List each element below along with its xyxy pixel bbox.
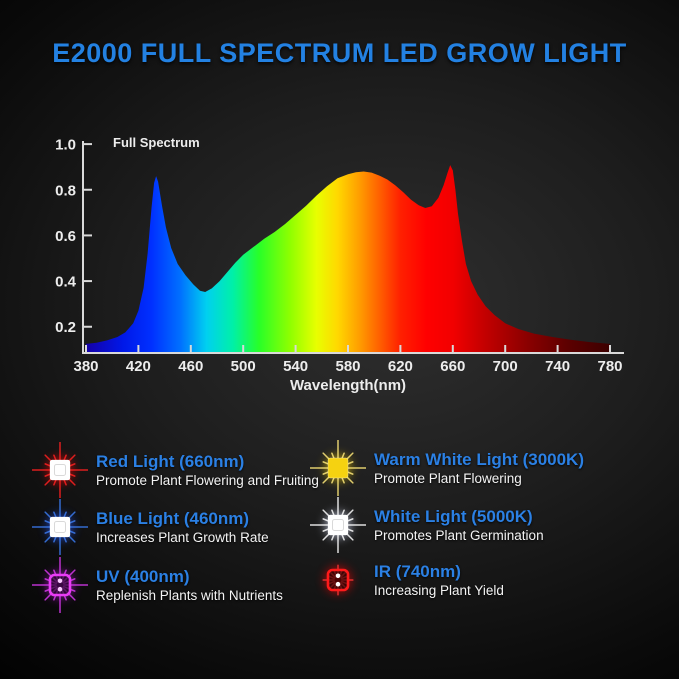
red-led-icon bbox=[31, 441, 89, 499]
legend-item-title: UV (400nm) bbox=[96, 567, 190, 586]
legend-item-red-light: Red Light (660nm) Promote Plant Flowerin… bbox=[31, 441, 319, 499]
legend-item-ir: IR (740nm) Increasing Plant Yield bbox=[310, 552, 504, 608]
legend-item-blue-light: Blue Light (460nm) Increases Plant Growt… bbox=[31, 498, 269, 556]
legend-item-description: Promotes Plant Germination bbox=[374, 528, 544, 543]
legend-item-title: White Light (5000K) bbox=[374, 507, 533, 526]
legend-item-warm-white-light: Warm White Light (3000K) Promote Plant F… bbox=[309, 439, 584, 497]
legend-item-description: Promote Plant Flowering bbox=[374, 471, 522, 486]
legend-item-description: Increases Plant Growth Rate bbox=[96, 530, 269, 545]
legend-item-white-light: White Light (5000K) Promotes Plant Germi… bbox=[309, 496, 544, 554]
uv-led-icon bbox=[31, 556, 89, 614]
white-led-icon bbox=[309, 496, 367, 554]
page-title: E2000 FULL SPECTRUM LED GROW LIGHT bbox=[52, 38, 627, 68]
legend-item-description: Promote Plant Flowering and Fruiting bbox=[96, 473, 319, 488]
blue-led-icon bbox=[31, 498, 89, 556]
legend-item-title: Warm White Light (3000K) bbox=[374, 450, 584, 469]
ir-led-icon bbox=[310, 552, 366, 608]
legend-item-title: IR (740nm) bbox=[374, 562, 461, 581]
legend-item-title: Red Light (660nm) bbox=[96, 452, 245, 471]
warm-white-led-icon bbox=[309, 439, 367, 497]
legend-item-uv: UV (400nm) Replenish Plants with Nutrien… bbox=[31, 556, 283, 614]
legend-item-title: Blue Light (460nm) bbox=[96, 509, 250, 528]
legend-item-description: Replenish Plants with Nutrients bbox=[96, 588, 283, 603]
legend-item-description: Increasing Plant Yield bbox=[374, 583, 504, 598]
